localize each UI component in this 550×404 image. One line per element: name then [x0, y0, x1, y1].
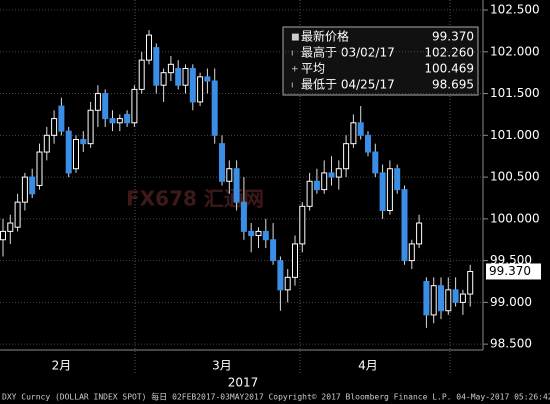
candle-body — [219, 143, 225, 182]
legend-label: 最高于 03/02/17 — [301, 45, 395, 60]
candle-body — [124, 113, 131, 124]
candle-body — [321, 172, 328, 191]
candle-body — [65, 130, 72, 174]
y-tick-label: 99.000 — [490, 295, 532, 309]
candle-body — [416, 222, 423, 245]
candle-body — [189, 67, 196, 103]
candle-body — [335, 168, 342, 178]
candle-body — [459, 293, 466, 303]
candle-body — [21, 176, 28, 203]
candle-body — [467, 270, 474, 295]
candle-body — [365, 134, 371, 153]
candle-body — [167, 63, 174, 74]
candle-body — [372, 151, 379, 174]
candle-body — [36, 151, 43, 186]
candle-body — [73, 138, 79, 170]
x-axis-label: 2017 — [228, 376, 259, 390]
candle-body — [430, 285, 437, 316]
legend-marker: ■ — [291, 33, 300, 43]
candle-body — [197, 76, 204, 103]
legend-label: 最新价格 — [301, 29, 349, 44]
candle-body — [131, 88, 138, 124]
candle-body — [357, 122, 364, 136]
candle-body — [160, 72, 167, 86]
candle-body — [109, 118, 116, 124]
legend-marker: ı — [291, 81, 294, 91]
candle-body — [87, 109, 94, 145]
candle-body — [350, 122, 357, 145]
last-price-label: 99.370 — [489, 264, 531, 278]
candle-body — [248, 230, 255, 237]
candle-body — [204, 76, 211, 82]
candle-body — [153, 47, 160, 86]
candle-body — [7, 222, 14, 232]
candle-body — [401, 189, 408, 262]
candle-body — [94, 93, 101, 111]
candle-body — [306, 180, 313, 207]
candle-body — [408, 243, 415, 262]
candle-body — [102, 93, 109, 120]
candle-body — [226, 168, 233, 182]
candle-body — [51, 118, 58, 136]
candle-body — [175, 67, 182, 86]
legend: ■ 最新价格 99.370 ı 最高于 03/02/17 102.260 + 平均 100.46… — [282, 26, 479, 96]
candle-body — [313, 180, 320, 191]
candle-body — [438, 285, 444, 312]
last-price-tag — [486, 263, 541, 280]
candle-body — [233, 168, 240, 203]
y-tick-label: 102.000 — [490, 44, 540, 58]
candle-body — [343, 143, 350, 170]
legend-marker: ı — [291, 49, 294, 59]
candle-body — [284, 276, 291, 291]
legend-label: 平均 — [301, 62, 325, 76]
candle-body — [328, 172, 335, 178]
candle-body — [277, 260, 284, 291]
candle-body — [262, 230, 269, 241]
candle-body — [452, 289, 459, 303]
y-tick-label: 100.000 — [490, 211, 540, 225]
y-tick-label: 98.500 — [490, 337, 532, 351]
candle-body — [299, 205, 306, 245]
candle-body — [445, 289, 452, 312]
candle-body — [29, 176, 36, 195]
candle-body — [211, 80, 218, 136]
x-tick-label: 2月 — [52, 359, 72, 373]
x-tick-label: 3月 — [212, 359, 232, 373]
candle-body — [423, 281, 430, 316]
candle-body — [43, 134, 50, 153]
candle-body — [255, 230, 262, 237]
candle-body — [14, 201, 21, 228]
legend-value: 102.260 — [424, 46, 474, 60]
candle-body — [270, 239, 277, 262]
legend-value: 98.695 — [432, 78, 474, 92]
candle-body — [182, 67, 189, 86]
legend-box — [282, 26, 479, 96]
candle-body — [240, 201, 247, 232]
legend-value: 100.469 — [424, 62, 474, 76]
y-tick-label: 101.500 — [490, 86, 540, 100]
candle-body — [386, 168, 393, 212]
candle-body — [80, 138, 87, 145]
candle-body — [0, 230, 6, 241]
candle-body — [379, 172, 386, 212]
legend-label: 最低于 04/25/17 — [301, 78, 395, 92]
candle-body — [116, 118, 123, 124]
candle-body — [58, 105, 65, 132]
candle-body — [394, 168, 401, 191]
candle-body — [292, 243, 298, 278]
y-tick-label: 100.500 — [490, 170, 540, 184]
y-tick-label: 102.500 — [490, 3, 540, 17]
legend-marker: + — [291, 65, 299, 75]
x-tick-label: 4月 — [358, 359, 378, 373]
candle-body — [138, 59, 145, 90]
footer: DXY Curncy (DOLLAR INDEX SPOT) 每日 02FEB2… — [2, 392, 550, 402]
y-tick-label: 101.000 — [490, 128, 540, 142]
legend-value: 99.370 — [432, 30, 474, 44]
candle-body — [146, 34, 152, 61]
